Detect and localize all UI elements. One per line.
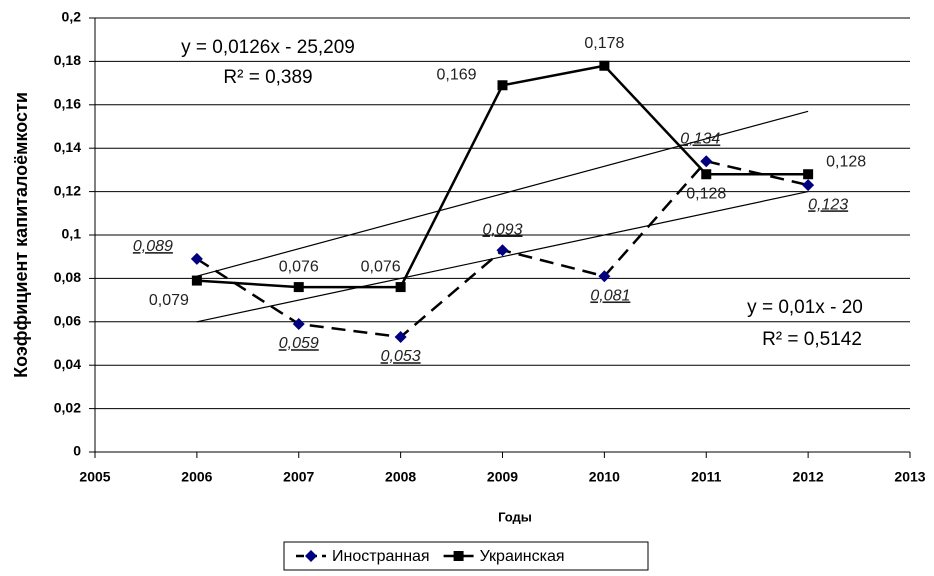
value-label: 0,076 [361,258,401,275]
x-tick-label: 2012 [793,469,824,485]
trend-equation: y = 0,0126x - 25,209 [181,37,355,58]
point [496,244,509,257]
point [190,252,203,265]
point [701,169,712,180]
y-tick-label: 0,2 [62,9,82,25]
x-tick-label: 2013 [894,469,925,485]
y-tick-label: 0,18 [54,52,81,68]
value-label: 0,093 [482,221,522,238]
legend-label: Иностранная [332,548,430,565]
trend-r2: R² = 0,5142 [762,329,862,350]
x-tick-label: 2007 [283,469,314,485]
point [394,330,407,343]
point [803,169,814,180]
y-tick-label: 0,08 [54,269,81,285]
y-tick-label: 0,14 [54,139,81,155]
value-label: 0,079 [149,292,189,309]
trendline [196,110,809,277]
point [599,60,610,71]
y-tick-label: 0,16 [54,96,81,112]
x-tick-label: 2011 [691,469,722,485]
value-label: 0,076 [279,258,319,275]
value-label: 0,169 [436,66,476,83]
trend-equation: y = 0,01x - 20 [747,297,863,318]
point [598,270,611,283]
value-label: 0,128 [686,185,726,202]
y-tick-label: 0,06 [54,313,81,329]
value-label: 0,128 [826,153,866,170]
point [395,282,406,293]
value-label: 0,059 [279,335,319,352]
point [802,179,815,192]
y-tick-label: 0,02 [54,399,81,415]
trend-r2: R² = 0,389 [223,67,312,88]
y-tick-label: 0,12 [54,182,81,198]
x-tick-label: 2005 [79,469,110,485]
x-axis-label: Годы [498,509,532,524]
point [293,282,304,293]
value-label: 0,053 [381,348,421,365]
legend-label: Украинская [480,548,565,565]
y-tick-label: 0,1 [62,226,82,242]
point [292,317,305,330]
y-axis-label: Коэффициент капиталоёмкости [11,92,31,378]
value-label: 0,081 [590,287,630,304]
x-tick-label: 2006 [181,469,212,485]
point [497,80,508,91]
point [700,155,713,168]
value-label: 0,123 [808,196,848,213]
y-tick-label: 0 [73,443,81,459]
value-label: 0,178 [584,35,624,52]
legend-marker [453,551,464,561]
value-label: 0,089 [133,238,173,255]
point [191,275,202,286]
x-tick-label: 2010 [589,469,620,485]
x-tick-label: 2009 [487,469,518,485]
value-label: 0,134 [680,130,720,147]
legend-marker [305,550,317,562]
x-tick-label: 2008 [385,469,416,485]
trendline [196,191,809,323]
y-tick-label: 0,04 [54,356,81,372]
